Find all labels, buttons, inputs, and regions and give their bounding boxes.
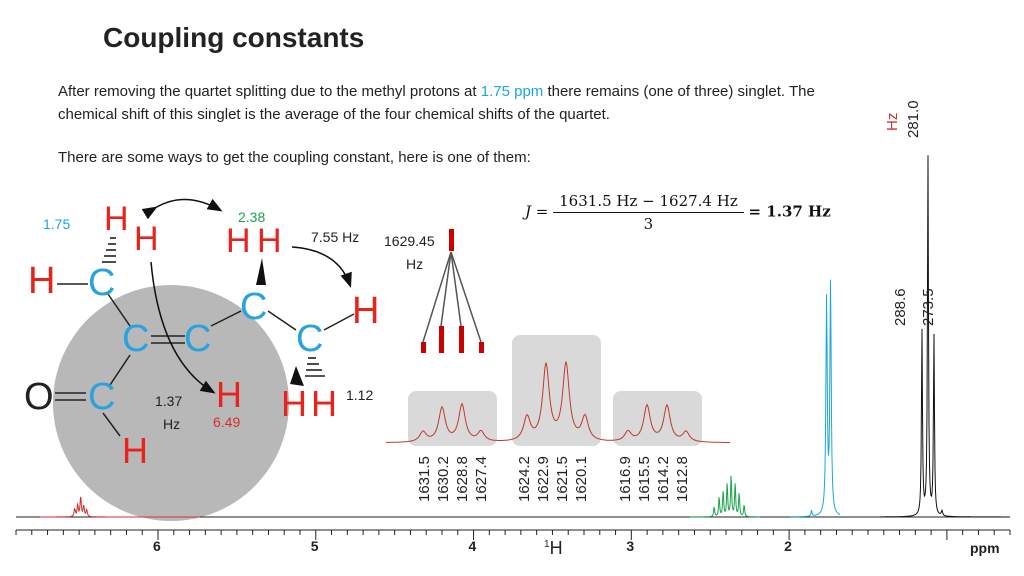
peak-label: 1628.8 xyxy=(454,456,471,502)
spectrum-trace-methylene xyxy=(690,475,760,518)
tree-line-4 xyxy=(479,342,484,353)
paragraph-method: There are some ways to get the coupling … xyxy=(58,149,531,166)
paragraph-intro-highlight: 1.75 ppm xyxy=(480,83,544,100)
peak-label: 1624.2 xyxy=(516,456,533,502)
axis-ticks xyxy=(15,530,1011,540)
peak-label: 1622.9 xyxy=(535,456,552,502)
spectrum-trace-terminal-methyl xyxy=(880,155,1010,518)
axis-unit: ppm xyxy=(970,540,1000,556)
slide-title: Coupling constants xyxy=(103,22,365,53)
peak-label: 1616.9 xyxy=(617,456,634,502)
multiplet-box-1 xyxy=(408,391,497,446)
atom-h-top-2: H xyxy=(134,220,159,258)
atom-h-left: H xyxy=(28,260,56,302)
atom-h-ch3-2: H xyxy=(311,383,337,424)
coupling-label-small-unit: Hz xyxy=(163,416,181,432)
axis-tick-label: 5 xyxy=(310,538,319,554)
atom-c-alkene-2: C xyxy=(184,318,212,360)
peak-label: 1615.5 xyxy=(636,456,653,502)
axis-nucleus: 1H xyxy=(544,538,563,559)
atom-c-ch2: C xyxy=(240,286,268,328)
splitting-tree xyxy=(421,229,484,353)
formula-numerator: 1631.5 Hz − 1627.4 Hz xyxy=(553,192,744,213)
multiplet-box-2 xyxy=(512,335,601,446)
peak-label: 1631.5 xyxy=(416,456,433,502)
peak-label-right: 288.6 xyxy=(892,288,909,326)
axis-tick-label: 6 xyxy=(153,538,161,554)
formula-lhs: J = xyxy=(525,202,549,221)
atom-h-vinyl: H xyxy=(216,374,242,415)
shift-label-terminal-methyl: 1.12 xyxy=(346,387,374,403)
coupling-arrow-long xyxy=(150,261,216,394)
peak-label: 1627.4 xyxy=(473,456,490,502)
atom-c-alkene-1: C xyxy=(122,318,150,360)
formula-result: = 1.37 Hz xyxy=(748,202,831,221)
peak-label: 1614.2 xyxy=(655,456,672,502)
coupling-arrow-top xyxy=(141,198,223,220)
paragraph-intro-text-1: After removing the quartet splitting due… xyxy=(58,83,481,100)
coupling-label-small-value: 1.37 xyxy=(155,393,183,409)
atom-h-aldehyde: H xyxy=(122,430,148,471)
peak-label-top-unit: Hz xyxy=(884,112,901,131)
peak-label: 1621.5 xyxy=(554,456,571,502)
peak-label: 1620.1 xyxy=(573,456,590,502)
spectrum-trace-methyl xyxy=(790,279,841,518)
atom-c-carbonyl: C xyxy=(88,376,116,418)
atom-h-top-1: H xyxy=(104,200,129,238)
stereo-bonds xyxy=(102,237,325,377)
wedge-bond-2 xyxy=(290,366,304,386)
shift-label-methyl: 1.75 xyxy=(43,216,71,232)
coupling-formula: J = 1631.5 Hz − 1627.4 Hz 3 = 1.37 Hz xyxy=(525,192,831,233)
tree-center-line xyxy=(449,229,454,251)
peak-label-right: 273.5 xyxy=(920,288,937,326)
axis-tick-label: 3 xyxy=(626,538,635,554)
atom-h-ch2-1: H xyxy=(226,222,251,260)
tree-line-2 xyxy=(439,326,444,353)
coupling-arrow-right xyxy=(291,246,352,288)
formula-denominator: 3 xyxy=(643,215,654,233)
atom-c-ch3: C xyxy=(296,318,324,360)
molecule-bonds xyxy=(55,283,355,437)
tree-line-3 xyxy=(459,326,464,353)
atom-h-ch2-2: H xyxy=(257,222,282,260)
multiplet-box-3 xyxy=(613,391,702,446)
peak-label: 1630.2 xyxy=(435,456,452,502)
coupling-label-top: 7.55 Hz xyxy=(311,229,360,245)
atom-h-ch3-right: H xyxy=(352,290,380,332)
atom-h-ch3-1: H xyxy=(281,383,307,424)
axis-tick-label: 2 xyxy=(784,538,792,554)
wedge-bond-1 xyxy=(256,258,266,285)
shift-label-methylene: 2.38 xyxy=(238,209,266,225)
atom-c-methyl: C xyxy=(88,262,116,304)
peak-label-top-value: 281.0 xyxy=(905,100,922,138)
paragraph-intro: After removing the quartet splitting due… xyxy=(58,80,878,126)
tree-center-value: 1629.45 xyxy=(384,233,435,249)
peak-label: 1612.8 xyxy=(674,456,691,502)
highlight-circle xyxy=(53,285,289,521)
tree-line-1 xyxy=(421,342,426,353)
shift-label-vinyl: 6.49 xyxy=(213,414,241,430)
formula-fraction: 1631.5 Hz − 1627.4 Hz 3 xyxy=(553,192,744,233)
tree-center-unit: Hz xyxy=(406,256,424,272)
axis-nucleus-sup: 1 xyxy=(544,539,550,550)
expanded-multiplet-trace xyxy=(385,361,730,443)
axis-tick-label: 4 xyxy=(468,538,477,554)
paragraph-intro-text-2: there remains (one of three) singlet. Th… xyxy=(58,83,815,123)
axis-nucleus-letter: H xyxy=(549,538,563,558)
spectrum-trace-vinyl xyxy=(40,496,200,518)
atom-o-carbonyl: O xyxy=(24,376,54,418)
